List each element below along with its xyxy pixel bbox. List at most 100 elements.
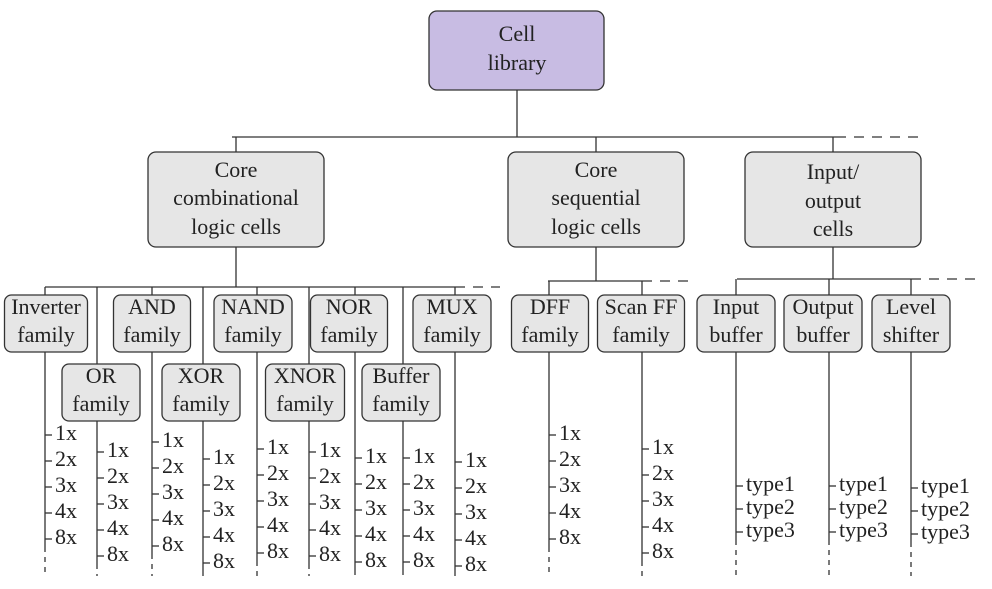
item-label: 4x	[162, 505, 184, 530]
family-box	[3, 294, 89, 353]
group-label: combinational	[173, 185, 299, 210]
item-label: type2	[746, 494, 795, 519]
item-label: 1x	[162, 427, 184, 452]
item-label: 2x	[213, 470, 235, 495]
family-label: Input	[713, 294, 759, 319]
group-label: Core	[575, 157, 618, 182]
item-label: 1x	[267, 434, 289, 459]
family-label: OR	[86, 363, 117, 388]
family-box	[161, 363, 241, 422]
item-label: type3	[921, 519, 970, 544]
family-label: family	[372, 391, 429, 416]
family-label: family	[521, 322, 578, 347]
group-label: output	[805, 188, 861, 213]
item-label: 1x	[107, 437, 129, 462]
item-label: 1x	[319, 437, 341, 462]
family-box	[264, 363, 346, 422]
family-label: NAND	[221, 294, 285, 319]
group-label: cells	[813, 216, 853, 241]
item-label: 8x	[267, 538, 289, 563]
item-label: type2	[921, 496, 970, 521]
group-label: sequential	[551, 185, 640, 210]
family-label: family	[320, 322, 377, 347]
family-label: family	[123, 322, 180, 347]
item-label: 4x	[652, 512, 674, 537]
item-label: 3x	[465, 499, 487, 524]
item-label: 3x	[652, 486, 674, 511]
item-label: 8x	[465, 551, 487, 576]
item-label: type1	[746, 471, 795, 496]
item-label: 3x	[559, 472, 581, 497]
item-label: 8x	[413, 547, 435, 572]
item-label: 4x	[55, 498, 77, 523]
family-label: family	[612, 322, 669, 347]
item-label: 4x	[107, 515, 129, 540]
family-label: buffer	[709, 322, 763, 347]
item-label: 1x	[652, 434, 674, 459]
family-label: family	[72, 391, 129, 416]
item-label: 2x	[55, 446, 77, 471]
item-label: 3x	[213, 496, 235, 521]
family-label: Output	[792, 294, 853, 319]
item-label: type1	[921, 473, 970, 498]
item-label: 1x	[465, 447, 487, 472]
item-label: 4x	[319, 515, 341, 540]
family-label: family	[423, 322, 480, 347]
group-label: logic cells	[191, 214, 281, 239]
item-label: 8x	[652, 538, 674, 563]
item-label: 3x	[107, 489, 129, 514]
item-label: 2x	[413, 469, 435, 494]
family-label: XNOR	[274, 363, 337, 388]
root-label: library	[488, 50, 547, 75]
item-label: 1x	[55, 420, 77, 445]
item-label: 1x	[559, 420, 581, 445]
item-label: 8x	[559, 524, 581, 549]
item-label: type3	[746, 517, 795, 542]
family-label: Buffer	[372, 363, 430, 388]
family-label: NOR	[326, 294, 373, 319]
family-label: family	[172, 391, 229, 416]
item-label: 4x	[365, 521, 387, 546]
item-label: 8x	[107, 541, 129, 566]
family-box	[61, 363, 141, 422]
family-box	[112, 294, 192, 353]
family-label: DFF	[530, 294, 570, 319]
item-label: 2x	[559, 446, 581, 471]
item-label: 4x	[267, 512, 289, 537]
family-label: family	[17, 322, 74, 347]
item-label: 2x	[365, 469, 387, 494]
family-label: MUX	[426, 294, 477, 319]
item-label: 8x	[365, 547, 387, 572]
item-label: type1	[839, 471, 888, 496]
family-box	[309, 294, 389, 353]
item-label: 8x	[162, 531, 184, 556]
family-label: Level	[886, 294, 936, 319]
family-box	[213, 294, 293, 353]
family-box	[696, 294, 776, 353]
family-label: Inverter	[11, 294, 81, 319]
item-label: 1x	[365, 443, 387, 468]
family-label: Scan FF	[605, 294, 678, 319]
family-box	[596, 294, 686, 353]
family-label: family	[224, 322, 281, 347]
family-label: family	[276, 391, 333, 416]
family-box	[412, 294, 492, 353]
item-label: 3x	[55, 472, 77, 497]
item-label: 2x	[267, 460, 289, 485]
item-label: 8x	[55, 524, 77, 549]
item-label: 2x	[107, 463, 129, 488]
family-box	[510, 294, 590, 353]
item-label: 4x	[413, 521, 435, 546]
item-label: 8x	[213, 548, 235, 573]
item-label: 2x	[465, 473, 487, 498]
family-label: buffer	[796, 322, 850, 347]
root-label: Cell	[499, 21, 536, 46]
item-label: 1x	[213, 444, 235, 469]
family-box	[871, 294, 951, 353]
item-label: type2	[839, 494, 888, 519]
group-label: Core	[215, 157, 258, 182]
item-label: 2x	[319, 463, 341, 488]
item-label: type3	[839, 517, 888, 542]
item-label: 8x	[319, 541, 341, 566]
